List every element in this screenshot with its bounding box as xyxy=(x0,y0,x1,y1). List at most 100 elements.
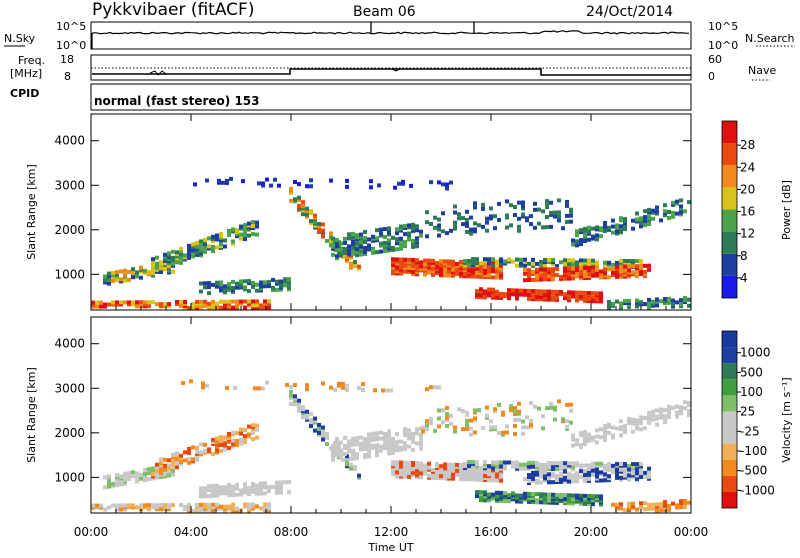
range-cell xyxy=(131,267,135,272)
range-cell xyxy=(607,468,611,473)
range-cell xyxy=(247,506,251,511)
range-cell xyxy=(155,302,159,307)
range-cell xyxy=(425,419,429,424)
range-cell xyxy=(179,256,183,261)
range-cell xyxy=(263,481,267,486)
range-cell xyxy=(371,234,375,239)
range-cell xyxy=(199,281,203,286)
range-cell xyxy=(361,382,365,387)
range-cell xyxy=(517,224,521,229)
range-cell xyxy=(533,404,537,409)
range-cell xyxy=(289,198,293,203)
range-cell xyxy=(427,461,431,466)
range-cell xyxy=(255,220,259,225)
range-cell xyxy=(511,491,515,496)
range-cell xyxy=(651,299,655,304)
range-cell xyxy=(487,287,491,292)
colorbar-tick-label: 500 xyxy=(740,365,763,379)
range-cell xyxy=(559,274,563,279)
range-cell xyxy=(445,424,449,428)
range-cell xyxy=(139,275,143,280)
station-title: Pykkvibaer (fitACF) xyxy=(92,0,254,20)
range-cell xyxy=(495,259,499,264)
range-cell xyxy=(579,296,583,301)
range-cell xyxy=(679,505,683,510)
range-cell xyxy=(363,453,367,457)
range-cell xyxy=(647,414,651,419)
range-cell xyxy=(223,299,227,304)
range-cell xyxy=(571,266,575,271)
range-cell xyxy=(207,236,211,241)
range-cell xyxy=(207,246,211,251)
range-cell xyxy=(207,281,211,286)
range-cell xyxy=(655,303,659,308)
range-cell xyxy=(569,408,573,413)
range-cell xyxy=(143,467,147,472)
range-cell xyxy=(415,228,419,233)
range-cell xyxy=(255,504,259,509)
range-cell xyxy=(531,257,535,262)
range-cell xyxy=(251,431,255,436)
range-cell xyxy=(547,267,551,272)
range-cell xyxy=(247,233,251,238)
range-cell xyxy=(555,478,559,482)
range-cell xyxy=(619,433,623,438)
range-cell xyxy=(471,473,475,478)
range-cell xyxy=(393,185,397,190)
range-cell xyxy=(567,290,571,295)
range-cell xyxy=(591,461,595,466)
range-cell xyxy=(403,269,407,274)
range-cell xyxy=(427,473,431,478)
range-cell xyxy=(611,468,615,472)
range-cell xyxy=(647,222,651,226)
range-cell xyxy=(243,279,247,284)
range-cell xyxy=(267,305,271,310)
colorbar-swatch xyxy=(722,443,737,460)
range-cell xyxy=(239,431,243,436)
range-cell xyxy=(447,269,451,274)
range-cell xyxy=(251,220,255,225)
range-cell xyxy=(435,462,439,466)
range-cell xyxy=(569,207,573,212)
range-cell xyxy=(643,416,647,421)
range-cell xyxy=(523,257,527,262)
range-cell xyxy=(171,452,175,457)
range-cell xyxy=(619,301,623,306)
range-cell xyxy=(403,244,407,249)
range-cell xyxy=(543,277,547,282)
range-cell xyxy=(611,271,615,275)
range-cell xyxy=(305,383,309,388)
range-cell xyxy=(419,442,423,447)
power-colorbar-blocks xyxy=(722,121,737,298)
range-cell xyxy=(247,486,251,491)
range-cell xyxy=(575,471,579,476)
range-cell xyxy=(675,410,679,415)
range-cell xyxy=(293,394,297,399)
range-cell xyxy=(647,420,651,425)
range-cell xyxy=(227,432,231,436)
range-cell xyxy=(411,471,415,476)
range-cell xyxy=(615,229,619,234)
range-cell xyxy=(179,453,183,458)
range-cell xyxy=(591,468,595,473)
range-cell xyxy=(119,480,123,485)
range-cell xyxy=(687,303,691,308)
range-cell xyxy=(475,257,479,262)
range-cell xyxy=(183,253,187,258)
range-cell xyxy=(415,473,419,478)
range-cell xyxy=(179,503,183,507)
range-cell xyxy=(569,420,573,425)
range-cell xyxy=(459,471,463,475)
range-cell xyxy=(663,504,667,508)
range-cell xyxy=(667,296,671,301)
range-cell xyxy=(335,238,339,243)
range-cell xyxy=(663,408,667,413)
range-cell xyxy=(675,211,679,216)
range-cell xyxy=(521,204,525,209)
range-cell xyxy=(553,214,557,219)
range-cell xyxy=(639,501,643,506)
range-cell xyxy=(235,439,239,444)
range-cell xyxy=(211,508,215,513)
